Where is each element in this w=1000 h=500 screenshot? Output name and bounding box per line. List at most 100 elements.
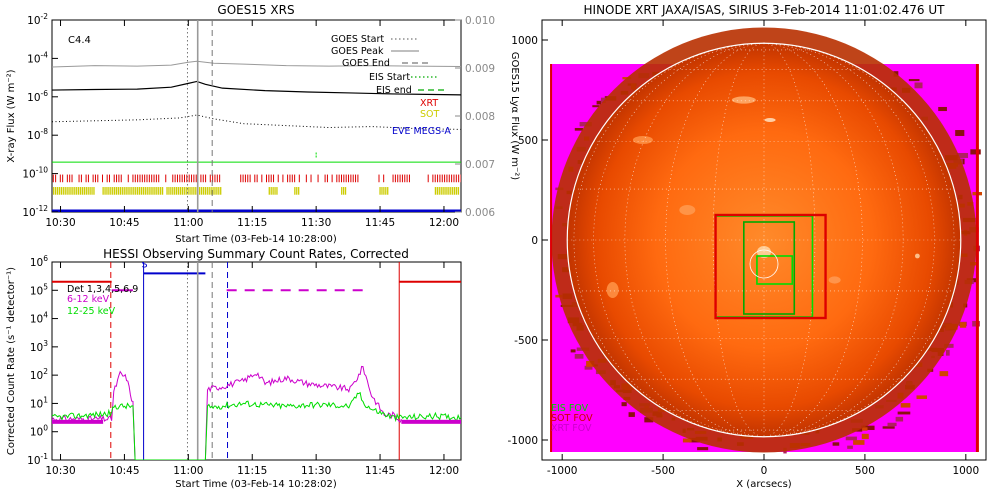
goes-x-tick-label: 12:00 bbox=[429, 217, 459, 229]
solar-pixel-noise bbox=[621, 402, 627, 407]
solar-pixel-noise bbox=[586, 360, 595, 367]
solar-fov-box bbox=[714, 213, 827, 320]
hessi-y-tick-label: 100 bbox=[30, 424, 48, 439]
goes-xlabel: Start Time (03-Feb-14 10:28:00) bbox=[175, 234, 337, 245]
solar-ar-contour bbox=[749, 249, 779, 279]
goes-y-tick-label: 10-12 bbox=[22, 204, 48, 219]
solar-pixel-noise bbox=[861, 433, 869, 440]
hessi-x-tick-label: 10:30 bbox=[45, 465, 75, 477]
goes-y2-tick-label: 0.010 bbox=[465, 15, 495, 27]
hessi-baseline-block bbox=[401, 419, 461, 424]
solar-pixel-noise bbox=[900, 403, 911, 408]
solar-pixel-noise bbox=[862, 425, 875, 431]
hessi-panel: HESSI Observing Summary Count Rates, Cor… bbox=[6, 247, 462, 490]
solar-pixel-noise bbox=[946, 350, 950, 356]
goes-y2-tick-label: 0.006 bbox=[465, 207, 495, 219]
goes-x-tick-label: 11:30 bbox=[301, 217, 331, 229]
goes-y-tick-label: 10-4 bbox=[27, 50, 48, 65]
solar-bright-region bbox=[764, 118, 776, 122]
hessi-x-tick-label: 11:15 bbox=[237, 465, 267, 477]
solar-grid-lon bbox=[573, 42, 765, 438]
solar-fov-box bbox=[756, 255, 794, 285]
goes-ylabel: X-ray Flux (W m⁻²) bbox=[6, 69, 17, 162]
hessi-x-tick-label: 11:30 bbox=[301, 465, 331, 477]
solar-pixel-noise bbox=[944, 343, 954, 348]
goes-y2-tick-label: 0.009 bbox=[465, 63, 495, 75]
solar-legend-label: XRT FOV bbox=[551, 423, 592, 434]
solar-legend-label: SOT FOV bbox=[551, 413, 593, 424]
solar-pixel-noise bbox=[682, 438, 692, 443]
hessi-y-tick-label: 10-1 bbox=[27, 452, 48, 467]
solar-bright-region bbox=[914, 253, 920, 259]
solar-pixel-noise bbox=[600, 97, 606, 104]
solar-pixel-noise bbox=[584, 365, 593, 370]
solar-pixel-noise bbox=[555, 294, 563, 298]
goes-y2-tick-label: 0.007 bbox=[465, 159, 495, 171]
solar-pixel-noise bbox=[596, 100, 602, 105]
solar-bright-region bbox=[828, 276, 841, 284]
hessi-plot-frame bbox=[51, 261, 462, 461]
hessi-ylabel: Corrected Count Rate (s⁻¹ detector⁻¹) bbox=[6, 267, 17, 455]
solar-pixel-noise bbox=[570, 349, 576, 353]
solar-title: HINODE XRT JAXA/ISAS, SIRIUS 3-Feb-2014 … bbox=[584, 3, 946, 17]
goes-y-tick-label: 10-10 bbox=[22, 166, 48, 181]
solar-pixel-noise bbox=[628, 412, 635, 417]
goes-panel: GOES15 XRS 10:30 10:45 11:00 11:15 11:30 11:4… bbox=[6, 3, 520, 245]
solar-pixel-noise bbox=[845, 436, 857, 441]
solar-pixel-noise bbox=[959, 322, 967, 328]
solar-x-tick-label: 0 bbox=[761, 465, 768, 477]
goes-x-tick-label: 10:30 bbox=[45, 217, 75, 229]
solar-pixel-noise bbox=[970, 149, 981, 155]
solar-pixel-noise bbox=[916, 395, 927, 399]
solar-pixel-noise bbox=[847, 445, 853, 449]
goes-annotation: C4.4 bbox=[68, 35, 91, 46]
hessi-y-tick-label: 104 bbox=[30, 311, 48, 326]
goes-ylabel-right: GOES15 Lyα Flux (W m⁻²) bbox=[509, 52, 520, 180]
hessi-y-tick-label: 106 bbox=[30, 254, 48, 269]
solar-axes: -1000 -500 0 500 1000 1000 500 0 -500 -1000 bbox=[507, 20, 979, 477]
goes-long-line bbox=[52, 80, 461, 96]
solar-xlabel: X (arcsecs) bbox=[736, 479, 792, 490]
solar-y-tick-label: 0 bbox=[531, 235, 538, 247]
goes-title: GOES15 XRS bbox=[217, 3, 294, 17]
solar-y-tick-label: 500 bbox=[518, 135, 538, 147]
goes-x-tick-label: 10:45 bbox=[109, 217, 139, 229]
goes-instrument-label: XRT bbox=[420, 98, 438, 109]
hessi-axes: 10:30 10:45 11:00 11:15 11:30 11:45 12:00 106 10… bbox=[27, 254, 459, 477]
goes-x-tick-label: 11:00 bbox=[173, 217, 203, 229]
solar-grid-lon bbox=[763, 42, 955, 438]
goes-x-tick-label: 11:45 bbox=[365, 217, 395, 229]
solar-pixel-noise bbox=[955, 130, 965, 136]
goes-y2-tick-label: 0.008 bbox=[465, 111, 495, 123]
hessi-y-tick-label: 102 bbox=[30, 367, 48, 382]
solar-pixel-noise bbox=[862, 427, 868, 431]
goes-plot-frame bbox=[51, 19, 462, 213]
goes-y-tick-label: 10-8 bbox=[27, 127, 48, 142]
solar-grid-lon bbox=[763, 42, 935, 438]
solar-pixel-noise bbox=[832, 442, 840, 446]
solar-grid-lon bbox=[593, 42, 765, 438]
solar-x-tick-label: 1000 bbox=[952, 465, 979, 477]
solar-pixel-noise bbox=[579, 121, 592, 127]
goes-axes: 10:30 10:45 11:00 11:15 11:30 11:45 12:00 10-2 1… bbox=[22, 12, 495, 229]
solar-pixel-noise bbox=[938, 106, 947, 112]
solar-bright-region bbox=[731, 96, 756, 104]
solar-legend-label: EIS FOV bbox=[551, 403, 589, 414]
hessi-legend-label: 6-12 keV bbox=[67, 294, 110, 305]
solar-pixel-noise bbox=[592, 105, 600, 108]
solar-pixel-noise bbox=[914, 82, 923, 89]
solar-pixel-noise bbox=[574, 127, 583, 131]
hessi-baseline-block bbox=[52, 419, 104, 424]
hessi-legend-label: Det 1,3,4,5,6,9 bbox=[67, 284, 138, 295]
solar-grid-lon bbox=[665, 42, 765, 438]
goes-lyman-alpha-line bbox=[52, 60, 461, 68]
solar-x-tick-label: -1000 bbox=[547, 465, 578, 477]
goes-y-tick-label: 10-2 bbox=[27, 12, 48, 27]
solar-pixel-noise bbox=[574, 354, 584, 359]
solar-edge-bar-left bbox=[550, 64, 553, 452]
hessi-x-tick-label: 11:45 bbox=[365, 465, 395, 477]
goes-legend-label: GOES End bbox=[342, 58, 390, 69]
goes-plot-area bbox=[52, 20, 461, 212]
solar-x-tick-label: 500 bbox=[855, 465, 875, 477]
